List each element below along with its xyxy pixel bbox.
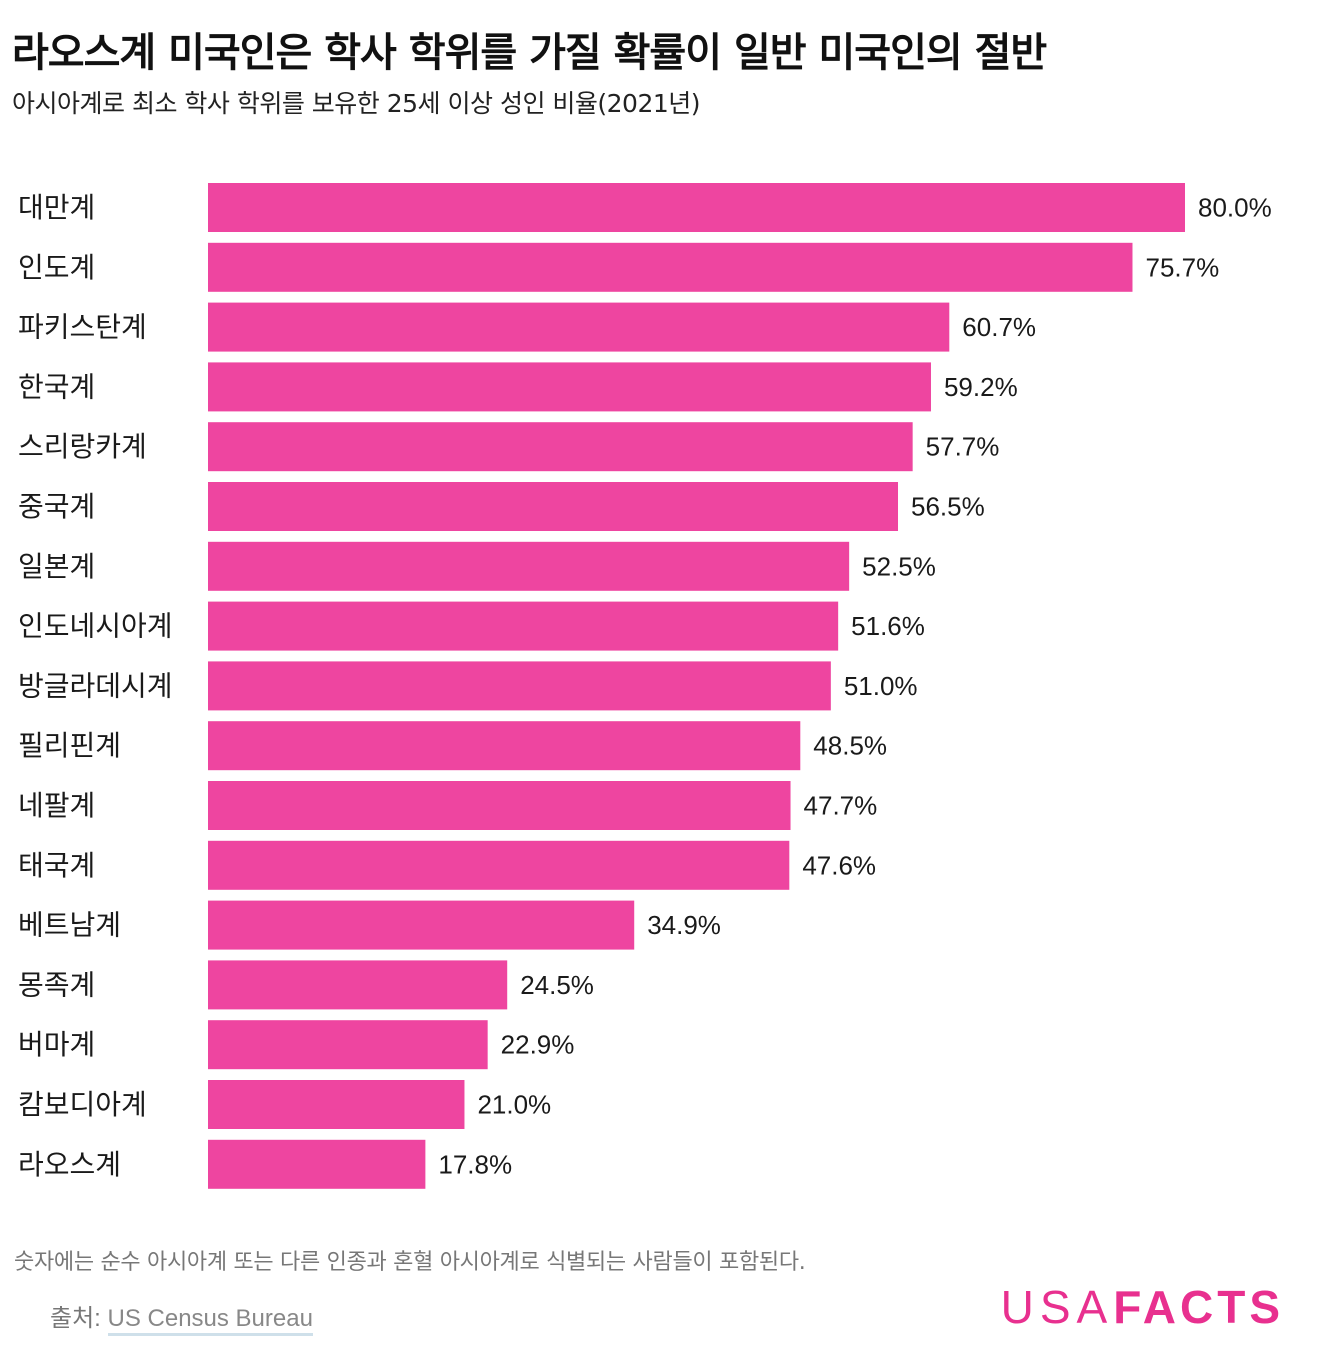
value-label: 60.7%: [962, 312, 1036, 342]
value-label: 22.9%: [501, 1030, 575, 1060]
category-label: 필리핀계: [18, 729, 121, 762]
bar: [208, 242, 1133, 292]
value-label: 75.7%: [1145, 252, 1219, 282]
value-label: 17.8%: [438, 1149, 512, 1179]
value-label: 56.5%: [911, 492, 985, 522]
bar: [208, 721, 801, 771]
value-label: 51.6%: [851, 611, 925, 641]
bar: [208, 422, 913, 472]
category-label: 대만계: [18, 191, 95, 224]
value-label: 48.5%: [813, 731, 887, 761]
category-label: 태국계: [18, 849, 95, 882]
value-label: 21.0%: [477, 1090, 551, 1120]
category-label: 캄보디아계: [18, 1088, 147, 1121]
bar: [208, 362, 931, 412]
source-prefix: 출처:: [50, 1305, 108, 1332]
category-label: 중국계: [18, 490, 95, 523]
bar: [208, 183, 1185, 232]
usafacts-logo: USAFACTS: [1001, 1280, 1284, 1334]
logo-light-text: USA: [1000, 1281, 1114, 1333]
category-label: 파키스탄계: [18, 311, 147, 344]
bar: [208, 541, 850, 591]
value-label: 24.5%: [520, 970, 594, 1000]
bar: [208, 900, 635, 950]
category-label: 방글라데시계: [18, 669, 173, 702]
bar: [208, 302, 950, 352]
bar: [208, 781, 791, 830]
bar-chart: 대만계 80.0% 인도계 75.7% 파키스탄계 60.7% 한국계 59.2% 스리랑카계 5…: [18, 183, 1272, 1189]
bar: [208, 482, 899, 531]
category-label: 몽족계: [18, 968, 95, 1001]
bar: [208, 661, 831, 711]
category-label: 한국계: [18, 370, 95, 403]
value-label: 51.0%: [844, 671, 918, 701]
bar: [208, 601, 839, 651]
chart-title: 라오스계 미국인은 학사 학위를 가질 확률이 일반 미국인의 절반: [12, 30, 1047, 76]
category-label: 인도네시아계: [18, 610, 173, 643]
source-line: 출처: US Census Bureau: [50, 1298, 313, 1336]
value-label: 59.2%: [944, 372, 1018, 402]
value-label: 47.7%: [804, 791, 878, 821]
value-label: 57.7%: [926, 432, 1000, 462]
bar: [208, 1139, 426, 1189]
chart-footnote: 숫자에는 순수 아시아계 또는 다른 인종과 혼혈 아시아계로 식별되는 사람들…: [14, 1250, 806, 1275]
value-label: 52.5%: [862, 551, 936, 581]
category-label: 인도계: [18, 251, 95, 284]
value-label: 80.0%: [1198, 193, 1272, 223]
chart-subtitle: 아시아계로 최소 학사 학위를 보유한 25세 이상 성인 비율(2021년): [12, 89, 701, 118]
bar: [208, 1080, 465, 1129]
category-label: 버마계: [18, 1028, 95, 1061]
category-label: 베트남계: [18, 909, 121, 942]
value-label: 34.9%: [647, 910, 721, 940]
value-label: 47.6%: [802, 850, 876, 880]
source-link[interactable]: US Census Bureau: [107, 1305, 313, 1336]
bar: [208, 840, 790, 890]
bar: [208, 1020, 488, 1070]
category-label: 스리랑카계: [18, 430, 147, 463]
logo-bold-text: FACTS: [1113, 1281, 1284, 1333]
category-label: 네팔계: [18, 789, 95, 822]
category-label: 일본계: [18, 550, 95, 583]
category-label: 라오스계: [18, 1148, 121, 1181]
bar: [208, 960, 508, 1010]
